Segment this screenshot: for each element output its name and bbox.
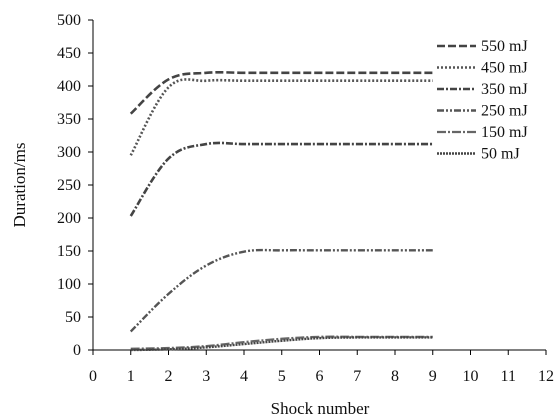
y-tick-label: 200 (57, 210, 81, 227)
y-tick-label: 500 (57, 12, 81, 29)
x-tick-label: 3 (202, 368, 210, 385)
x-tick-label: 1 (127, 368, 135, 385)
x-tick-label: 2 (165, 368, 173, 385)
series-line-450-mj (129, 78, 433, 156)
y-tick-label: 350 (57, 111, 81, 128)
legend-label-350-mj: 350 mJ (481, 81, 528, 98)
y-tick-label: 50 (65, 309, 81, 326)
y-tick-label: 0 (73, 342, 81, 359)
x-tick-label: 12 (538, 368, 554, 385)
y-tick-label: 250 (57, 177, 81, 194)
x-axis-title: Shock number (271, 399, 370, 418)
y-tick-label: 300 (57, 144, 81, 161)
x-tick-label: 9 (429, 368, 437, 385)
legend-label-50-mj: 50 mJ (481, 146, 520, 163)
x-tick-label: 6 (316, 368, 324, 385)
series-line-150-mj (130, 335, 433, 350)
series-line-550-mj (129, 70, 433, 115)
y-tick-label: 400 (57, 78, 81, 95)
legend-label-450-mj: 450 mJ (481, 60, 528, 77)
x-tick-label: 10 (463, 368, 479, 385)
x-tick-label: 11 (501, 368, 516, 385)
series-layer (129, 70, 433, 352)
series-line-50-mj (130, 336, 433, 352)
y-tick-label: 100 (57, 276, 81, 293)
series-line-350-mj (129, 141, 433, 217)
y-axis-title: Duration/ms (10, 143, 29, 228)
legend: 550 mJ 450 mJ 350 mJ 250 mJ 150 mJ 50 mJ (437, 38, 528, 163)
x-tick-label: 5 (278, 368, 286, 385)
legend-label-550-mj: 550 mJ (481, 38, 528, 55)
x-tick-label: 7 (353, 368, 361, 385)
legend-label-250-mj: 250 mJ (481, 103, 528, 120)
y-tick-label: 450 (57, 45, 81, 62)
series-line-250-mj (129, 248, 433, 333)
x-tick-label: 8 (391, 368, 399, 385)
y-tick-label: 150 (57, 243, 81, 260)
x-tick-label: 4 (240, 368, 248, 385)
legend-label-150-mj: 150 mJ (481, 124, 528, 141)
x-tick-label: 0 (89, 368, 97, 385)
